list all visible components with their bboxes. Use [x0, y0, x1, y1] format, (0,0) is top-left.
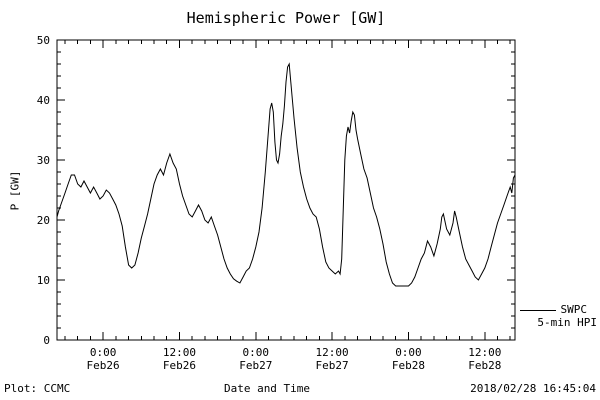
hpi-data-line	[56, 62, 516, 287]
x-axis-label: Date and Time	[223, 382, 311, 395]
x-tick-date-label: Feb28	[468, 359, 501, 372]
plot-timestamp: 2018/02/28 16:45:04	[470, 382, 596, 395]
x-tick-date-label: Feb26	[163, 359, 196, 372]
chart-title: Hemispheric Power [GW]	[186, 9, 386, 27]
x-tick-date-label: Feb28	[392, 359, 425, 372]
legend-product-label: 5-min HPI	[537, 316, 597, 329]
y-tick-label: 40	[37, 94, 50, 107]
x-tick-time-label: 0:00	[395, 346, 422, 359]
x-tick-time-label: 12:00	[468, 346, 501, 359]
y-tick-label: 0	[43, 334, 50, 347]
legend-line-sample	[519, 309, 556, 311]
y-tick-label: 30	[37, 154, 50, 167]
y-axis-label: P [GW]	[0, 40, 30, 340]
legend-entry: SWPC	[519, 303, 588, 316]
y-tick-label: 10	[37, 274, 50, 287]
x-tick-date-label: Feb27	[239, 359, 272, 372]
legend: SWPC 5-min HPI	[519, 303, 597, 329]
x-tick-date-label: Feb26	[87, 359, 120, 372]
plot-frame	[56, 39, 516, 341]
x-tick-time-label: 12:00	[316, 346, 349, 359]
y-tick-label: 20	[37, 214, 50, 227]
x-tick-date-label: Feb27	[316, 359, 349, 372]
y-axis-label-text: P [GW]	[8, 170, 22, 210]
plot-source-label: Plot: CCMC	[4, 382, 71, 395]
x-tick-time-label: 12:00	[163, 346, 196, 359]
x-tick-time-label: 0:00	[243, 346, 270, 359]
legend-source-label: SWPC	[560, 303, 588, 316]
y-tick-label: 50	[37, 34, 50, 47]
x-tick-time-label: 0:00	[90, 346, 117, 359]
